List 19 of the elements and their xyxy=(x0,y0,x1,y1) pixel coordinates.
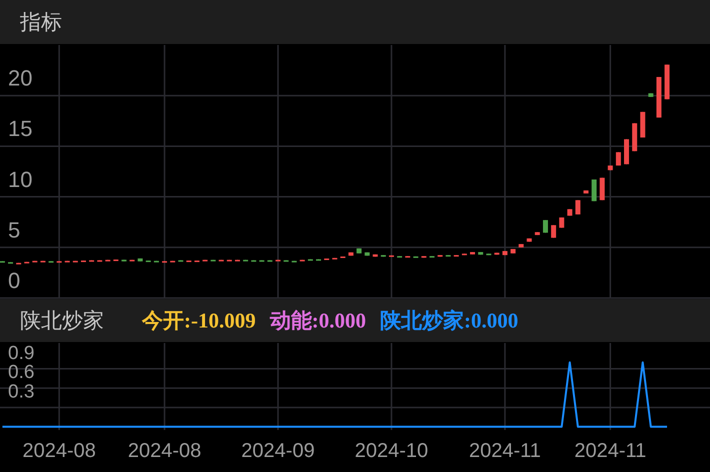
text: 动能:0.000 xyxy=(268,308,366,332)
chart-title: 陕北炒家 xyxy=(20,310,104,332)
y-tick-label: 0.3 xyxy=(8,381,34,402)
chart-title: 指标 xyxy=(19,11,62,34)
y-tick-label: 20 xyxy=(8,66,32,91)
y-tick-label: 0.9 xyxy=(8,342,34,364)
x-tick-label: 2024-11 xyxy=(574,440,646,462)
y-tick-label: 0 xyxy=(8,268,20,293)
y-tick-label: 10 xyxy=(8,166,32,192)
text: 今开:-10.009 xyxy=(141,308,256,332)
y-tick-label: 0.6 xyxy=(8,362,34,384)
x-tick-label: 2024-10 xyxy=(354,440,428,462)
text: 陕北炒家:0.000 xyxy=(380,308,518,332)
x-tick-label: 2024-08 xyxy=(128,440,202,462)
y-tick-label: 15 xyxy=(8,116,32,142)
x-tick-label: 2024-09 xyxy=(241,440,315,462)
y-tick-label: 5 xyxy=(8,217,20,242)
x-tick-label: 2024-11 xyxy=(468,440,541,462)
x-tick-label: 2024-08 xyxy=(22,440,96,462)
